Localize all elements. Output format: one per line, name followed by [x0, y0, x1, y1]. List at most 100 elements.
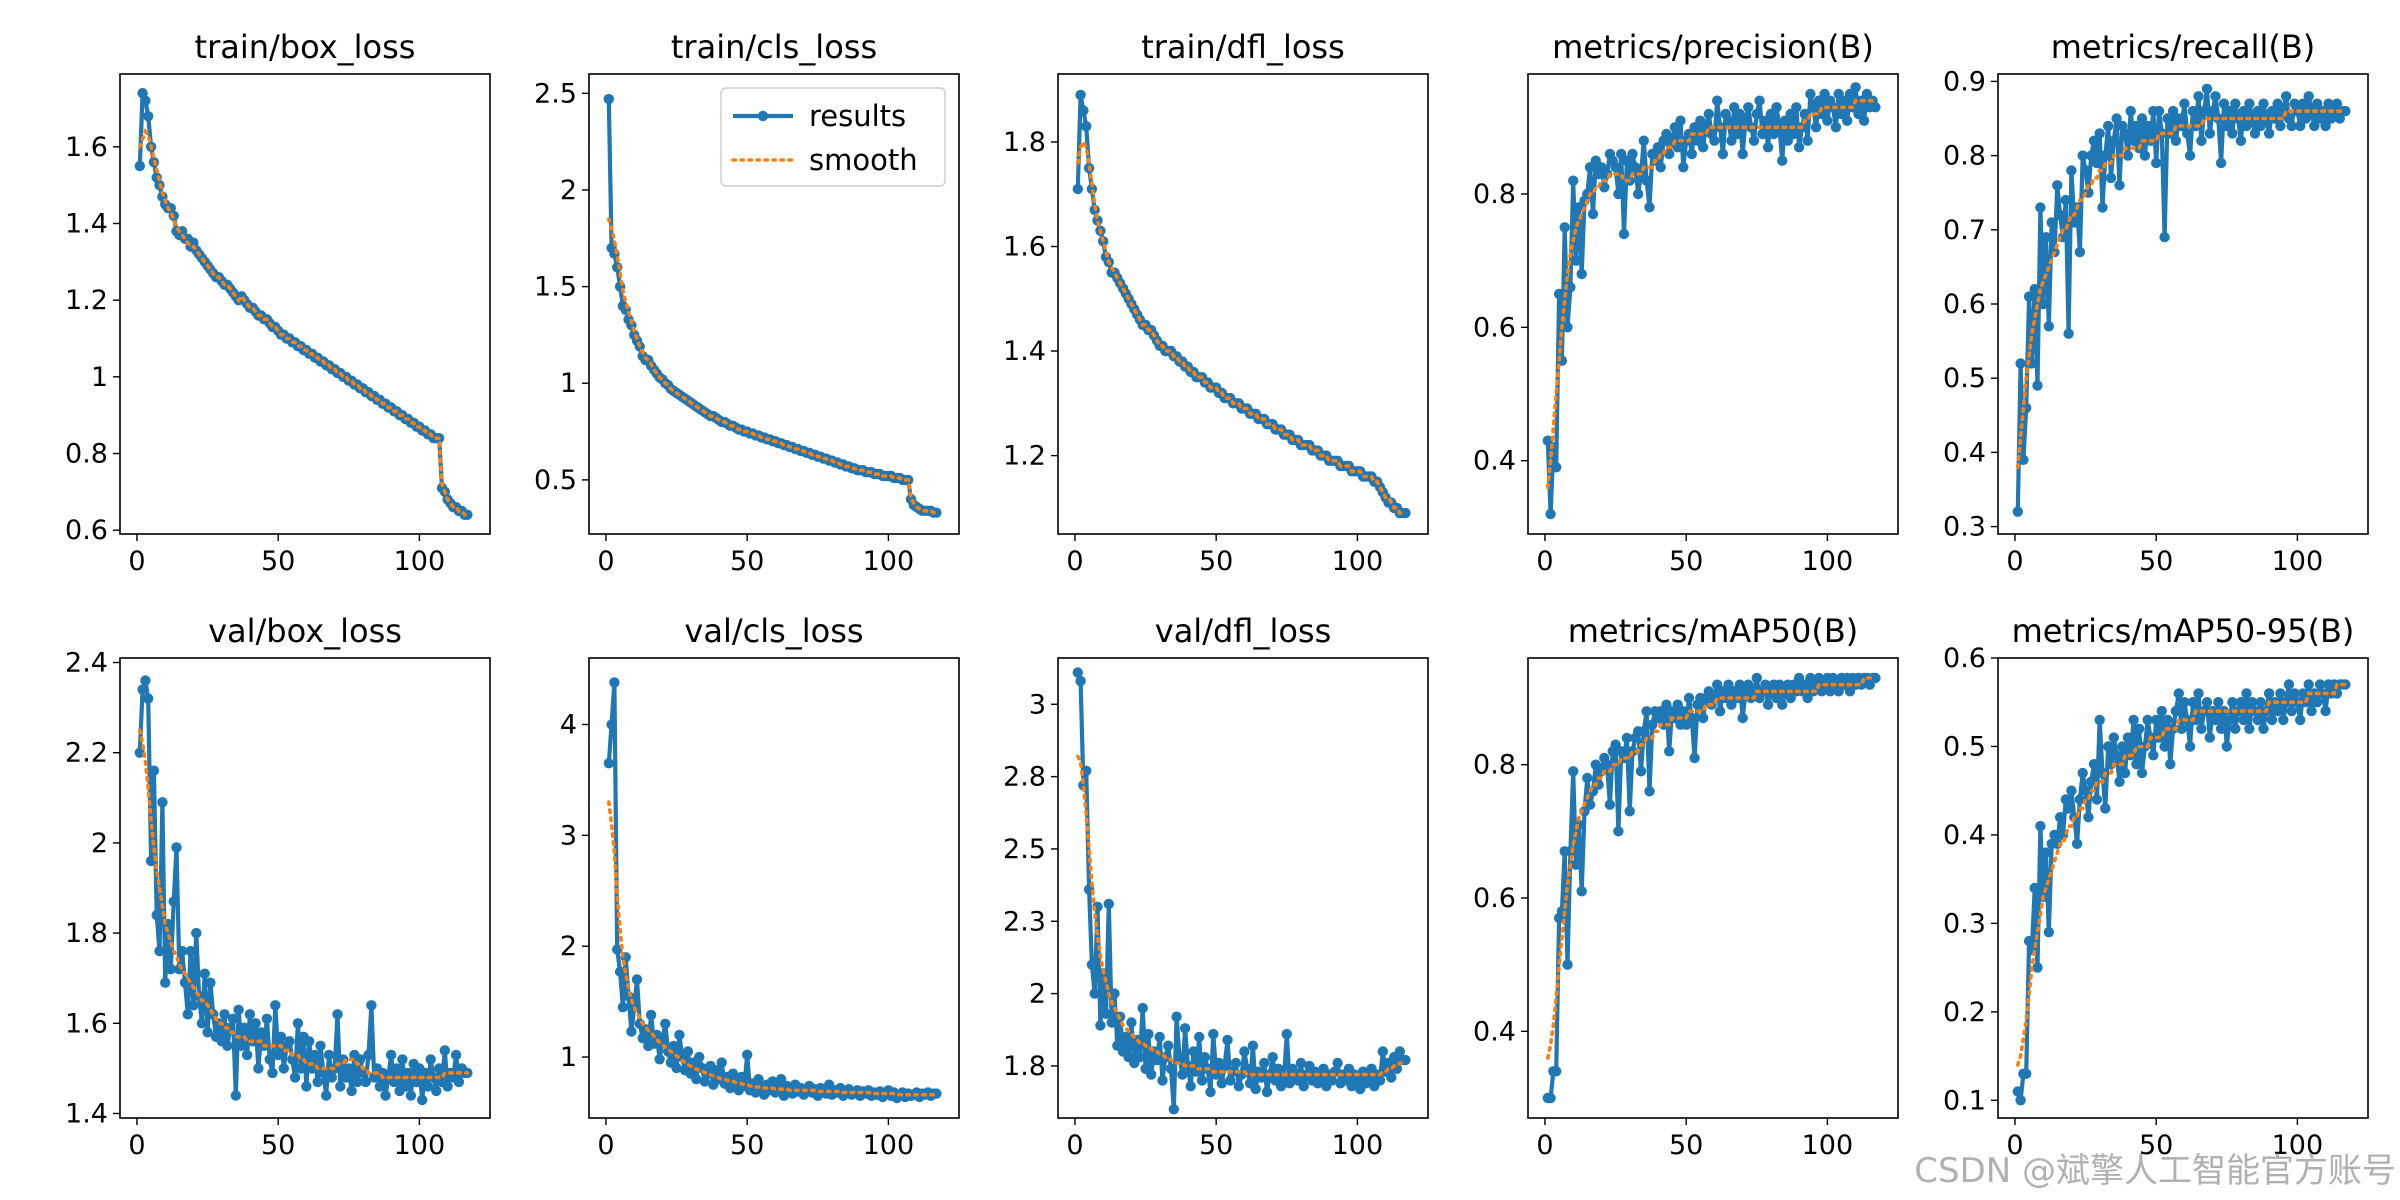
- results-point: [2153, 105, 2165, 117]
- results-point: [1109, 988, 1120, 999]
- results-point: [1570, 859, 1582, 870]
- results-point: [2309, 688, 2320, 699]
- series-line-smooth: [1076, 754, 1408, 1077]
- plot-area: [1072, 89, 1411, 519]
- results-point: [1737, 148, 1748, 160]
- results-point: [352, 1076, 363, 1088]
- results-point: [2021, 1068, 2032, 1080]
- results-point: [1188, 1046, 1199, 1057]
- results-point: [1216, 1078, 1228, 1089]
- results-point: [2170, 135, 2182, 146]
- results-point: [321, 1090, 332, 1101]
- results-point: [2221, 741, 2232, 752]
- y-tick-label: 1.5: [534, 272, 577, 303]
- results-point: [1743, 102, 1754, 113]
- results-point: [2263, 688, 2275, 699]
- results-point: [2331, 98, 2343, 109]
- results-point: [2286, 705, 2297, 717]
- results-point: [1179, 1023, 1191, 1034]
- results-point: [2111, 113, 2122, 124]
- results-point: [1604, 799, 1616, 810]
- results-point: [168, 896, 179, 907]
- results-point: [2309, 120, 2320, 132]
- y-tick-label: 1.8: [65, 918, 108, 949]
- results-point: [1723, 115, 1734, 126]
- results-point: [1762, 142, 1774, 153]
- results-point: [140, 95, 151, 107]
- results-point: [1737, 712, 1748, 724]
- results-point: [1247, 1040, 1259, 1051]
- results-point: [391, 1063, 402, 1074]
- results-point: [2179, 697, 2190, 708]
- results-point: [645, 1009, 657, 1021]
- results-point: [2182, 128, 2193, 139]
- results-point: [1081, 121, 1092, 132]
- results-point: [2320, 705, 2331, 717]
- results-point: [1689, 752, 1700, 764]
- results-point: [2128, 135, 2139, 146]
- results-point: [1858, 115, 1870, 126]
- x-tick-label: 0: [597, 546, 614, 577]
- results-point: [1678, 162, 1689, 173]
- y-tick-label: 0.4: [1473, 446, 1516, 477]
- results-point: [171, 842, 182, 853]
- results-point: [2263, 128, 2275, 139]
- y-tick-label: 1.6: [1003, 232, 1046, 263]
- axes-frame: [588, 73, 960, 535]
- results-point: [1635, 766, 1647, 777]
- results-point: [1751, 108, 1763, 120]
- y-tick-label: 1: [560, 1042, 577, 1073]
- results-point: [261, 1013, 273, 1024]
- results-point: [2295, 714, 2306, 726]
- results-point: [2241, 688, 2252, 699]
- results-point: [1644, 786, 1655, 797]
- results-point: [2224, 105, 2235, 117]
- results-point: [603, 758, 614, 769]
- panel-val-dfl-loss: val/dfl_loss 0 50 100 1.8 2 2.3 2.5 2.8 3: [1003, 612, 1429, 1161]
- legend-smooth-label: smooth: [809, 143, 918, 177]
- results-point: [1182, 1060, 1194, 1072]
- results-point: [1830, 122, 1842, 133]
- results-point: [1771, 102, 1782, 113]
- results-point: [1281, 1028, 1293, 1040]
- y-tick-label: 4: [560, 710, 577, 741]
- results-point: [227, 1013, 239, 1024]
- results-point: [2060, 794, 2071, 805]
- axes-frame: [119, 73, 491, 535]
- results-point: [2069, 217, 2080, 228]
- results-point: [1386, 1072, 1397, 1083]
- results-point: [1157, 1075, 1168, 1086]
- results-point: [1587, 208, 1599, 220]
- results-point: [2266, 714, 2278, 726]
- results-point: [301, 1081, 312, 1092]
- results-point: [326, 1072, 337, 1083]
- results-point: [1777, 699, 1788, 710]
- y-tick-label: 1: [560, 368, 577, 399]
- results-point: [434, 1063, 445, 1074]
- results-point: [236, 1040, 247, 1052]
- results-point: [1092, 215, 1103, 226]
- results-point: [2156, 705, 2167, 717]
- results-point: [244, 1009, 256, 1020]
- results-point: [2094, 128, 2105, 139]
- panel-title: metrics/mAP50-95(B): [2012, 612, 2355, 650]
- results-point: [931, 507, 942, 518]
- plot-area: [1072, 667, 1411, 1115]
- results-point: [1618, 228, 1630, 240]
- y-tick-label: 0.6: [1943, 643, 1986, 674]
- results-point: [742, 1049, 753, 1061]
- results-point: [2184, 150, 2196, 161]
- panel-title: val/cls_loss: [684, 612, 863, 650]
- results-point: [1683, 692, 1695, 704]
- results-point: [2088, 135, 2100, 146]
- results-point: [2247, 697, 2258, 708]
- x-tick-label: 100: [1332, 546, 1384, 577]
- results-point: [2196, 135, 2207, 146]
- plot-area: [2012, 83, 2351, 517]
- results-point: [2100, 150, 2111, 161]
- results-point: [2278, 714, 2289, 726]
- watermark-text: CSDN @斌擎人工智能官方账号: [1914, 1151, 2396, 1191]
- results-point: [2176, 723, 2187, 734]
- y-tick-label: 0.4: [1943, 820, 1986, 851]
- results-point: [2111, 750, 2122, 761]
